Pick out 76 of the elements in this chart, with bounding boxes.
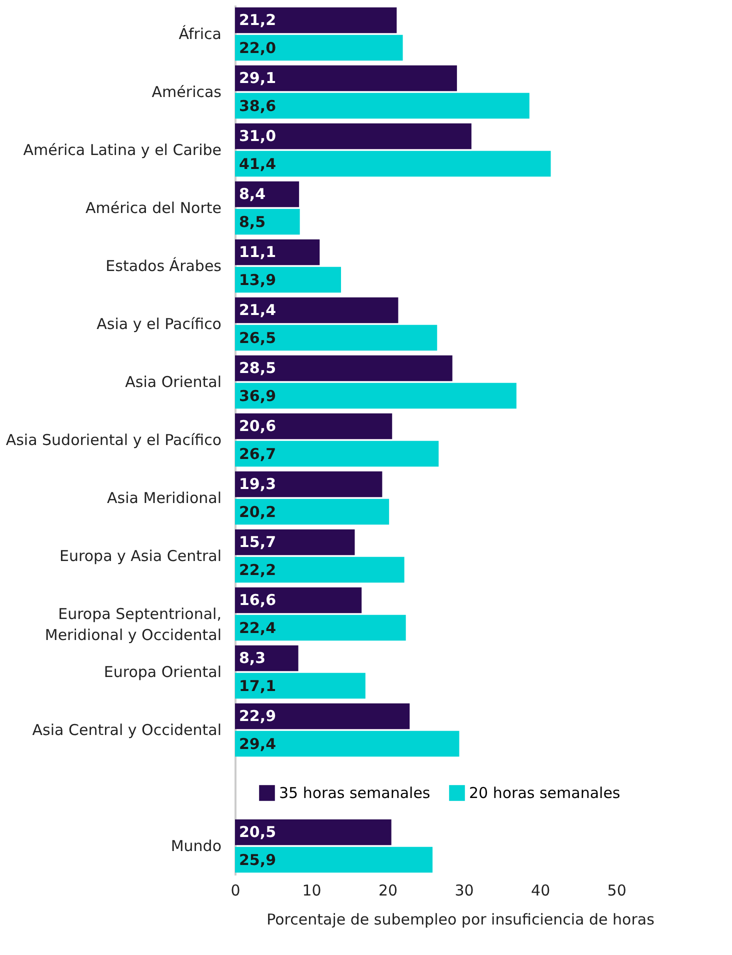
data-label: 22,4 (239, 618, 276, 637)
bar (235, 92, 530, 119)
data-label: 11,1 (239, 243, 276, 262)
y-tick-label: América del Norte (85, 199, 222, 217)
x-axis-title: Porcentaje de subempleo por insuficiencia de horas (266, 910, 655, 928)
y-tick-label: Asia Sudoriental y el Pacífico (6, 431, 222, 449)
data-label: 22,0 (239, 38, 276, 57)
data-label: 21,2 (239, 11, 276, 30)
x-tick-label: 40 (531, 882, 550, 900)
y-tick-label: América Latina y el Caribe (23, 141, 222, 159)
data-label: 26,7 (239, 444, 276, 463)
x-tick-label: 0 (230, 882, 240, 900)
bar (235, 587, 362, 614)
bar (235, 413, 392, 440)
bar (235, 703, 410, 730)
data-label: 19,3 (239, 475, 276, 494)
data-label: 16,6 (239, 591, 276, 610)
bar (235, 266, 342, 293)
data-label: 20,6 (239, 417, 276, 436)
data-label: 41,4 (239, 154, 276, 173)
y-tick-label: África (178, 25, 222, 43)
legend-label: 20 horas semanales (469, 784, 620, 802)
y-tick-label: Europa Oriental (104, 663, 222, 681)
bar (235, 123, 472, 150)
bar (235, 471, 382, 498)
data-label: 8,4 (239, 185, 266, 204)
data-label: 28,5 (239, 359, 276, 378)
bar (235, 34, 403, 61)
data-label: 38,6 (239, 96, 276, 115)
y-tick-label: Estados Árabes (106, 257, 222, 275)
data-label: 13,9 (239, 270, 276, 289)
y-tick-label: Mundo (170, 837, 222, 855)
data-label: 36,9 (239, 386, 276, 405)
data-label: 31,0 (239, 127, 276, 146)
y-tick-label: Asia Oriental (125, 373, 222, 391)
y-tick-label: Europa y Asia Central (60, 547, 222, 565)
bar (235, 239, 320, 266)
bar (235, 324, 438, 351)
data-label: 15,7 (239, 533, 276, 552)
y-tick-label: Asia Central y Occidental (32, 721, 222, 739)
x-tick-label: 20 (378, 882, 398, 900)
bar (235, 846, 433, 873)
data-label: 17,1 (239, 676, 276, 695)
data-label: 29,4 (239, 734, 276, 753)
bar (235, 614, 406, 641)
data-label: 25,9 (239, 850, 276, 869)
x-tick-label: 30 (454, 882, 474, 900)
bar (235, 150, 551, 177)
data-label: 8,5 (239, 212, 266, 231)
bar (235, 382, 516, 409)
bar (235, 65, 457, 92)
bar (235, 498, 390, 525)
y-tick-label: Europa Septentrional, Meridional y Occidental (44, 605, 222, 644)
bar (235, 556, 404, 583)
data-label: 8,3 (239, 649, 266, 668)
bar (235, 819, 392, 846)
data-label: 20,2 (239, 502, 276, 521)
y-tick-label: Américas (152, 83, 222, 101)
bar (235, 672, 366, 699)
data-label: 21,4 (239, 301, 276, 320)
bar (235, 529, 355, 556)
data-label: 22,2 (239, 560, 276, 579)
bar (235, 730, 460, 757)
data-label: 20,5 (239, 823, 276, 842)
x-tick-label: 10 (302, 882, 322, 900)
x-tick-label: 50 (607, 882, 626, 900)
bar (235, 297, 398, 324)
bar (235, 7, 397, 34)
bar (235, 355, 452, 382)
y-tick-label: Asia y el Pacífico (96, 315, 222, 333)
y-tick-label: Asia Meridional (107, 489, 222, 507)
data-label: 22,9 (239, 707, 276, 726)
legend-label: 35 horas semanales (279, 784, 430, 802)
bar (235, 440, 439, 467)
data-label: 26,5 (239, 328, 276, 347)
data-label: 29,1 (239, 69, 276, 88)
